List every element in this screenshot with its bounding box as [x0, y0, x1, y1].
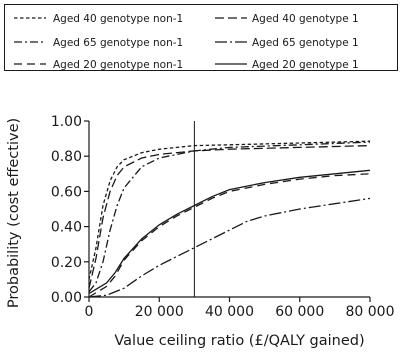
legend-label: Aged 40 genotype non-1: [53, 13, 183, 25]
x-tick-label: 40 000: [205, 304, 254, 320]
y-axis-title: Probability (cost effective): [6, 118, 22, 308]
plot-area: 0.00 0.20 0.40 0.60 0.80 1.00 0 20 000 40 000 60…: [51, 114, 395, 320]
y-tick-label: 0.00: [51, 290, 82, 306]
legend-box: [4, 4, 398, 71]
series-line: [88, 173, 371, 298]
y-ticks: 0.00 0.20 0.40 0.60 0.80 1.00: [51, 114, 89, 306]
x-tick-label: 0: [85, 304, 94, 320]
legend-label: Aged 65 genotype 1: [252, 37, 359, 49]
x-tick-label: 60 000: [275, 304, 324, 320]
y-tick-label: 0.20: [51, 255, 82, 271]
x-tick-label: 20 000: [135, 304, 184, 320]
legend: Aged 40 genotype non-1 Aged 40 genotype 1…: [4, 4, 398, 71]
series-line: [88, 140, 371, 280]
legend-label: Aged 20 genotype non-1: [53, 59, 183, 71]
legend-label: Aged 40 genotype 1: [252, 13, 359, 25]
x-axis-title: Value ceiling ratio (£/QALY gained): [114, 333, 364, 349]
y-tick-label: 0.80: [51, 149, 82, 165]
series-line: [88, 144, 371, 289]
x-ticks: 0 20 000 40 000 60 000 80 000: [85, 297, 395, 320]
x-tick-label: 80 000: [346, 304, 395, 320]
series-group: [88, 140, 371, 298]
series-line: [88, 197, 371, 298]
series-line: [88, 169, 371, 295]
y-tick-label: 1.00: [51, 114, 82, 130]
y-tick-label: 0.60: [51, 184, 82, 200]
legend-label: Aged 65 genotype non-1: [53, 37, 183, 49]
y-tick-label: 0.40: [51, 220, 82, 236]
series-line: [88, 141, 371, 293]
legend-label: Aged 20 genotype 1: [252, 59, 359, 71]
